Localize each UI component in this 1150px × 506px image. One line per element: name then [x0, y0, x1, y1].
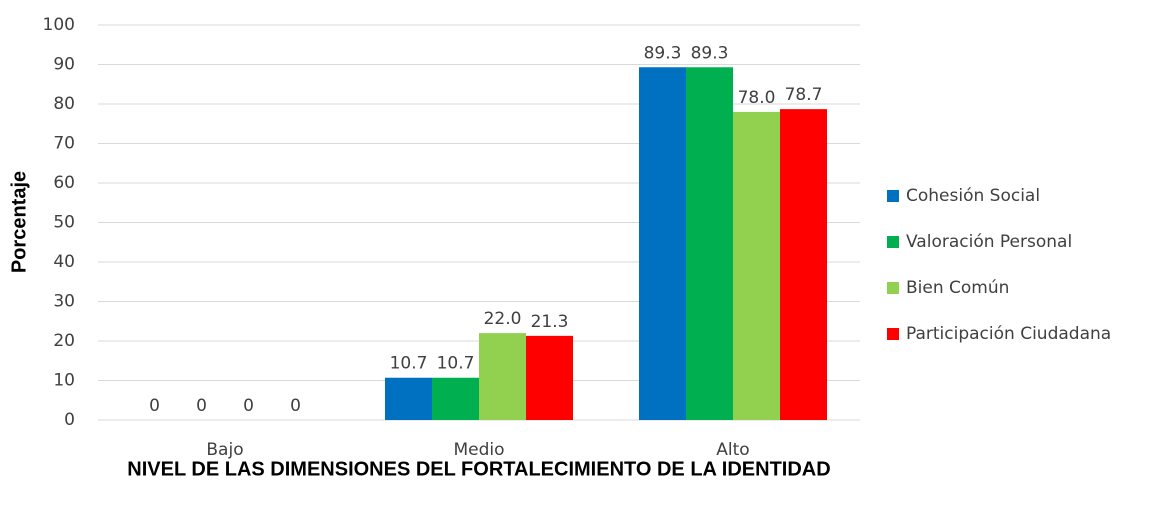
bar — [780, 109, 827, 420]
y-tick-label: 50 — [53, 213, 75, 233]
y-tick-label: 30 — [53, 292, 75, 312]
y-tick-label: 70 — [53, 134, 75, 154]
bar — [432, 377, 479, 420]
y-axis-label: Porcentaje — [8, 171, 30, 273]
y-tick-label: 90 — [53, 55, 75, 75]
y-tick-label: 80 — [53, 94, 75, 114]
bar — [639, 67, 686, 420]
value-label: 22.0 — [484, 309, 522, 329]
y-tick-label: 100 — [43, 15, 75, 35]
y-tick-label: 40 — [53, 252, 75, 272]
legend-label: Bien Común — [906, 278, 1009, 298]
y-tick-label: 60 — [53, 173, 75, 193]
bar — [526, 335, 573, 420]
value-label: 10.7 — [390, 354, 428, 374]
legend-swatch — [887, 236, 899, 248]
value-label: 0 — [196, 396, 207, 416]
legend-swatch — [887, 190, 899, 202]
legend-swatch — [887, 282, 899, 294]
x-tick-label: Alto — [716, 440, 749, 460]
legend-label: Participación Ciudadana — [906, 324, 1111, 344]
bar — [733, 111, 780, 421]
value-label: 78.7 — [785, 85, 823, 105]
y-tick-label: 10 — [53, 371, 75, 391]
value-label: 21.3 — [531, 312, 569, 332]
value-label: 0 — [149, 396, 160, 416]
y-tick-label: 0 — [64, 410, 75, 430]
value-label: 89.3 — [644, 43, 682, 63]
x-axis-label: NIVEL DE LAS DIMENSIONES DEL FORTALECIMI… — [127, 458, 830, 480]
value-label: 0 — [290, 396, 301, 416]
value-label: 10.7 — [437, 354, 475, 374]
x-tick-label: Medio — [453, 440, 504, 460]
value-label: 0 — [243, 396, 254, 416]
bar — [385, 377, 432, 420]
y-tick-label: 20 — [53, 331, 75, 351]
legend-label: Valoración Personal — [906, 232, 1072, 252]
x-tick-label: Bajo — [206, 440, 243, 460]
bar — [686, 67, 733, 420]
bar — [479, 333, 526, 420]
legend-swatch — [887, 328, 899, 340]
value-label: 78.0 — [738, 88, 776, 108]
value-label: 89.3 — [691, 43, 729, 63]
legend-label: Cohesión Social — [906, 186, 1040, 206]
